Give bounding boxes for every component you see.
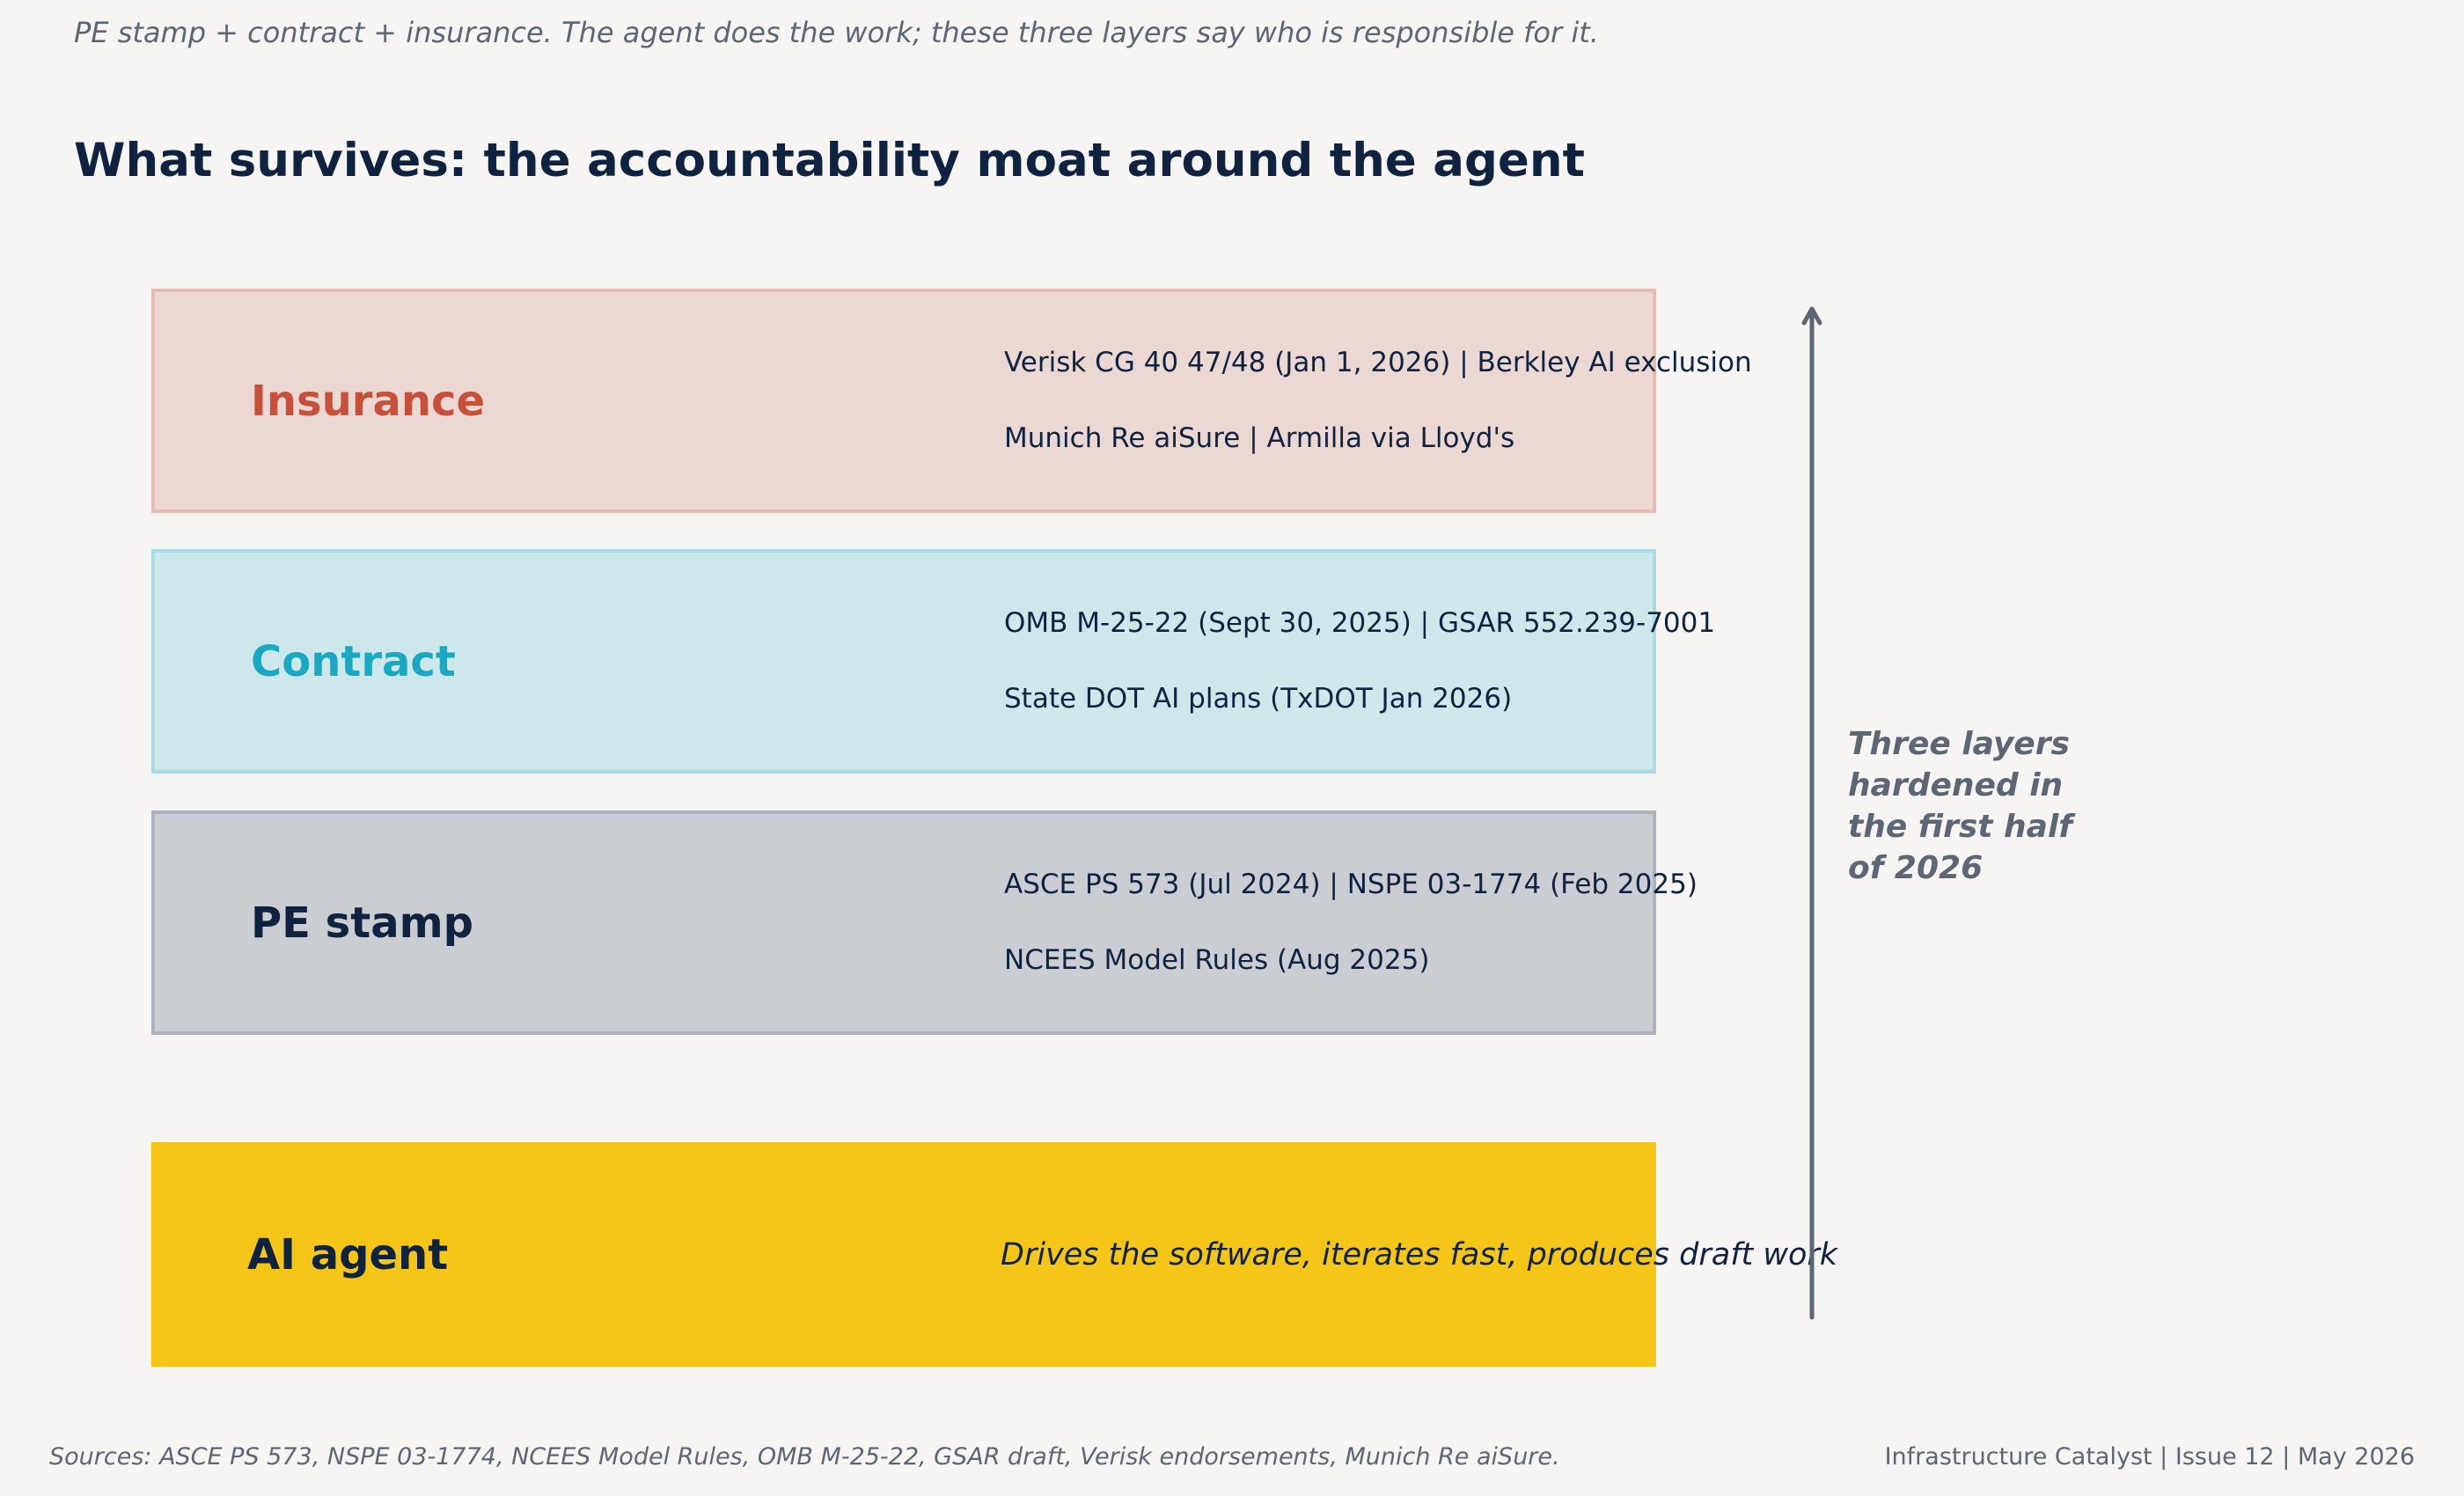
layer-insurance-label: Insurance (251, 376, 486, 426)
layer-pe-stamp-detail-2: NCEES Model Rules (Aug 2025) (1004, 944, 1430, 976)
layer-pe-stamp-detail-1: ASCE PS 573 (Jul 2024) | NSPE 03-1774 (F… (1004, 869, 1698, 900)
layer-contract: Contract OMB M-25-22 (Sept 30, 2025) | G… (151, 549, 1715, 774)
up-arrow-icon (1801, 306, 1822, 1320)
layer-ai-agent-label: AI agent (247, 1229, 449, 1280)
layer-pe-stamp: PE stamp ASCE PS 573 (Jul 2024) | NSPE 0… (151, 810, 1698, 1035)
layer-insurance-detail-1: Verisk CG 40 47/48 (Jan 1, 2026) | Berkl… (1004, 347, 1752, 378)
sources-note: Sources: ASCE PS 573, NSPE 03-1774, NCEE… (49, 1443, 1560, 1470)
arrow-note-line-3: the first half (1848, 809, 2072, 845)
publication-info: Infrastructure Catalyst | Issue 12 | May… (1884, 1443, 2415, 1470)
arrow-note-line-2: hardened in (1848, 767, 2064, 803)
arrow-note: Three layers hardened in the first half … (1848, 723, 2072, 889)
page-title: What survives: the accountability moat a… (74, 134, 1585, 187)
layer-contract-label: Contract (251, 636, 456, 686)
page-subtitle: PE stamp + contract + insurance. The age… (74, 16, 1599, 49)
layer-insurance: Insurance Verisk CG 40 47/48 (Jan 1, 202… (151, 289, 1752, 513)
layer-contract-detail-2: State DOT AI plans (TxDOT Jan 2026) (1004, 683, 1513, 715)
layer-pe-stamp-label: PE stamp (251, 898, 473, 948)
layer-contract-detail-1: OMB M-25-22 (Sept 30, 2025) | GSAR 552.2… (1004, 607, 1716, 639)
arrow-note-line-1: Three layers (1848, 726, 2070, 762)
layer-insurance-detail-2: Munich Re aiSure | Armilla via Lloyd's (1004, 422, 1515, 454)
arrow-note-line-4: of 2026 (1848, 850, 1984, 886)
layer-ai-agent-description: Drives the software, iterates fast, prod… (1001, 1236, 1838, 1272)
layer-ai-agent: AI agent Drives the software, iterates f… (151, 1142, 1837, 1367)
